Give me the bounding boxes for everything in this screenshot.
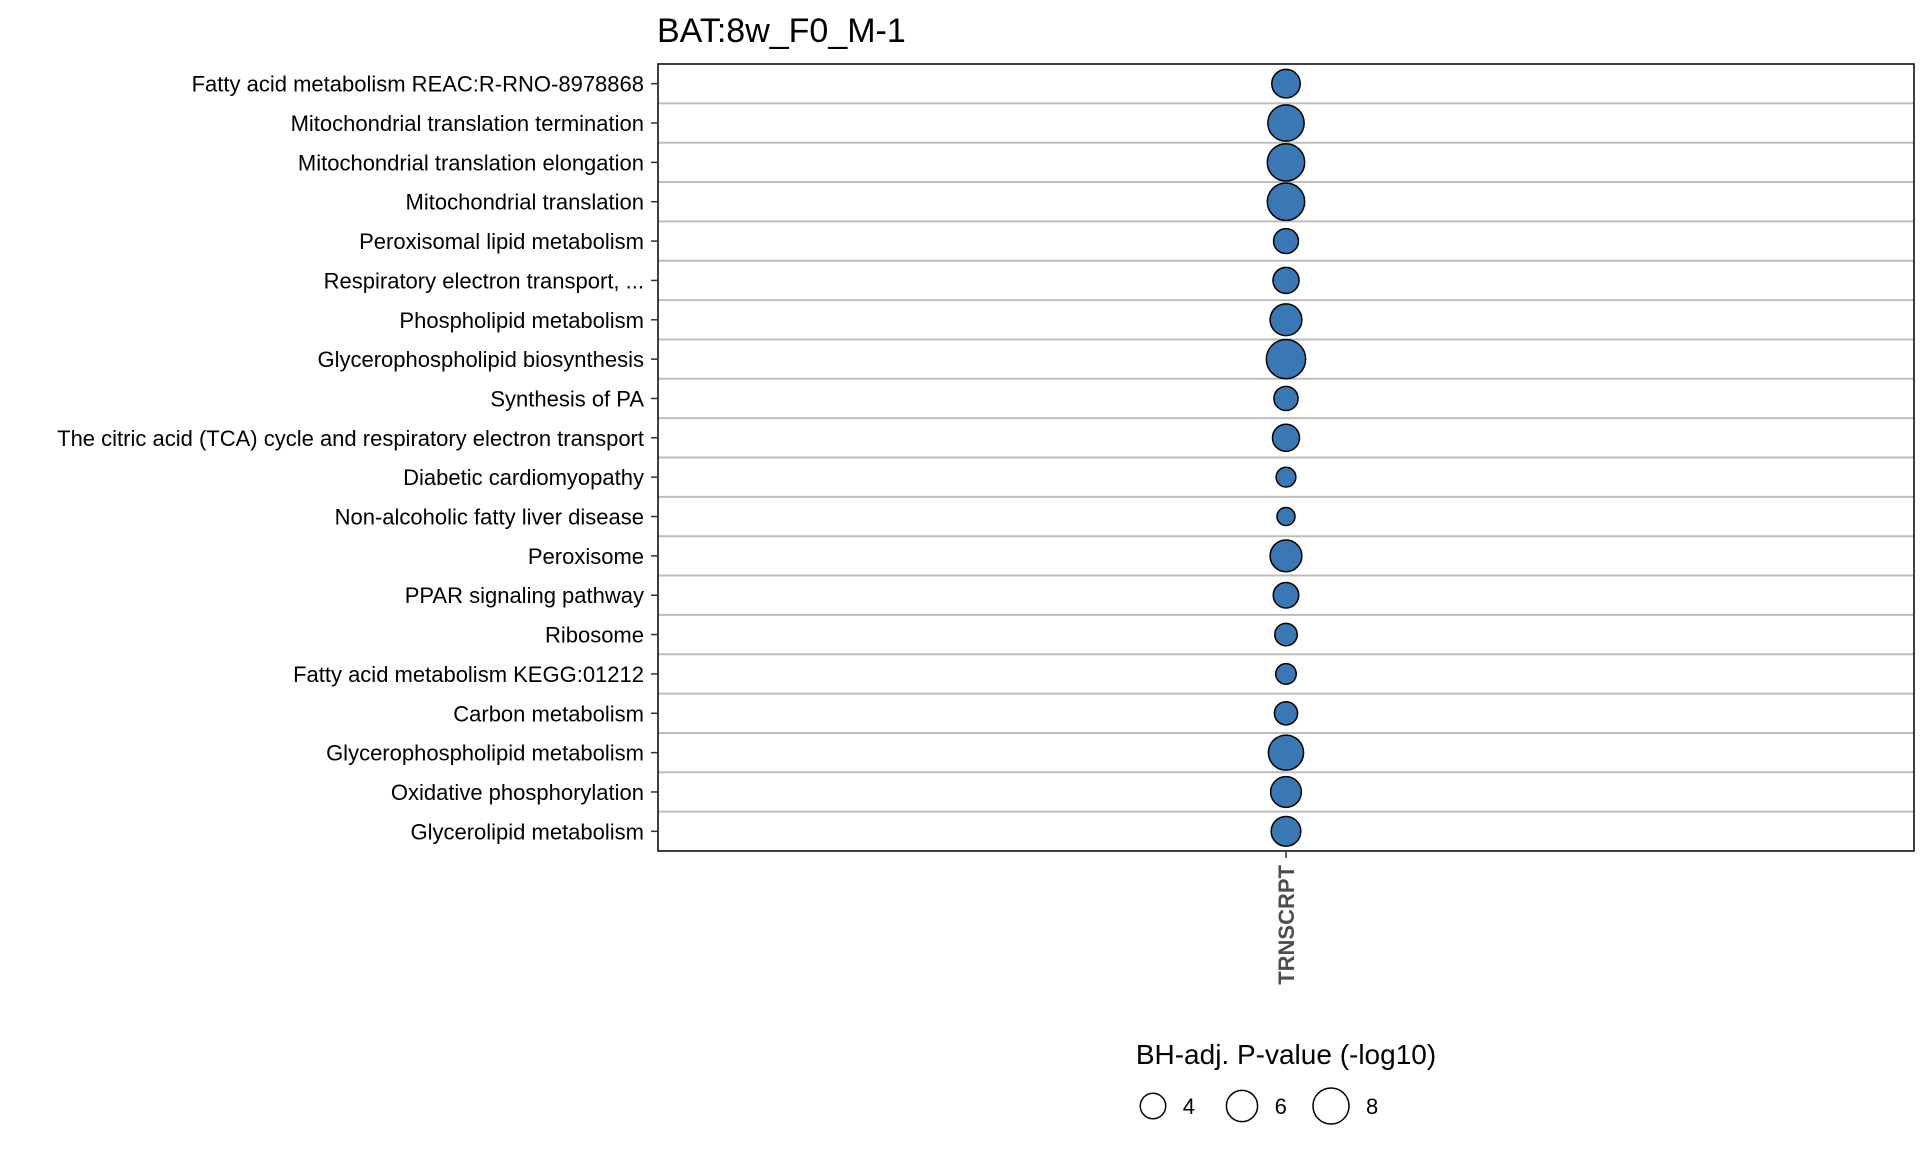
legend-key: [1312, 1087, 1350, 1125]
data-point: [1273, 700, 1299, 726]
y-tick-label: Diabetic cardiomyopathy: [403, 465, 644, 490]
y-tick-label: Glycerophospholipid metabolism: [326, 741, 644, 766]
data-point: [1267, 734, 1305, 771]
legend-label: 4: [1183, 1094, 1195, 1119]
data-point: [1269, 775, 1303, 809]
y-tick-label: Glycerophospholipid biosynthesis: [317, 347, 644, 372]
x-axis: TRNSCRPT: [1274, 851, 1299, 985]
y-tick-label: Fatty acid metabolism REAC:R-RNO-8978868: [192, 72, 644, 97]
size-legend: BH-adj. P-value (-log10) 4 6 8: [1136, 1039, 1436, 1125]
y-axis-labels: Fatty acid metabolism REAC:R-RNO-8978868…: [57, 72, 658, 844]
legend-label: 8: [1366, 1094, 1378, 1119]
data-point: [1269, 303, 1303, 337]
y-tick-label: Glycerolipid metabolism: [410, 819, 644, 844]
data-point: [1266, 142, 1306, 182]
y-tick-label: Peroxisome: [528, 544, 644, 569]
data-point: [1272, 266, 1300, 295]
data-point: [1271, 423, 1301, 453]
y-tick-label: Synthesis of PA: [490, 386, 644, 411]
data-point: [1274, 662, 1298, 685]
plot-panel: [657, 63, 1915, 852]
y-tick-label: Mitochondrial translation elongation: [298, 150, 644, 175]
data-point: [1265, 338, 1307, 380]
data-points: [1265, 68, 1307, 847]
y-tick-label: The citric acid (TCA) cycle and respirat…: [57, 426, 644, 451]
y-tick-label: Phospholipid metabolism: [399, 308, 644, 333]
legend-label: 6: [1275, 1094, 1287, 1119]
data-point: [1273, 385, 1299, 412]
data-point: [1269, 539, 1303, 573]
data-point: [1270, 815, 1302, 847]
data-point: [1276, 506, 1296, 527]
data-point: [1266, 182, 1306, 222]
x-tick-label: TRNSCRPT: [1274, 864, 1299, 984]
y-tick-label: Non-alcoholic fatty liver disease: [335, 505, 644, 530]
y-tick-label: Fatty acid metabolism KEGG:01212: [293, 662, 644, 687]
data-point: [1274, 622, 1298, 647]
y-tick-label: Peroxisomal lipid metabolism: [359, 229, 644, 254]
y-tick-label: Mitochondrial translation: [406, 190, 644, 215]
data-point: [1267, 104, 1305, 142]
legend-key: [1225, 1089, 1259, 1123]
y-tick-label: PPAR signaling pathway: [405, 583, 644, 608]
chart-title: BAT:8w_F0_M-1: [657, 12, 906, 50]
data-point: [1275, 466, 1297, 488]
legend-key: [1139, 1092, 1167, 1120]
data-point: [1272, 227, 1300, 255]
y-tick-label: Oxidative phosphorylation: [391, 780, 644, 805]
data-point: [1272, 581, 1300, 609]
y-tick-label: Respiratory electron transport, ...: [324, 268, 644, 293]
data-point: [1271, 68, 1301, 99]
y-tick-label: Mitochondrial translation termination: [291, 111, 644, 136]
legend-title: BH-adj. P-value (-log10): [1136, 1039, 1436, 1070]
y-tick-label: Ribosome: [545, 623, 644, 648]
y-tick-label: Carbon metabolism: [453, 701, 644, 726]
